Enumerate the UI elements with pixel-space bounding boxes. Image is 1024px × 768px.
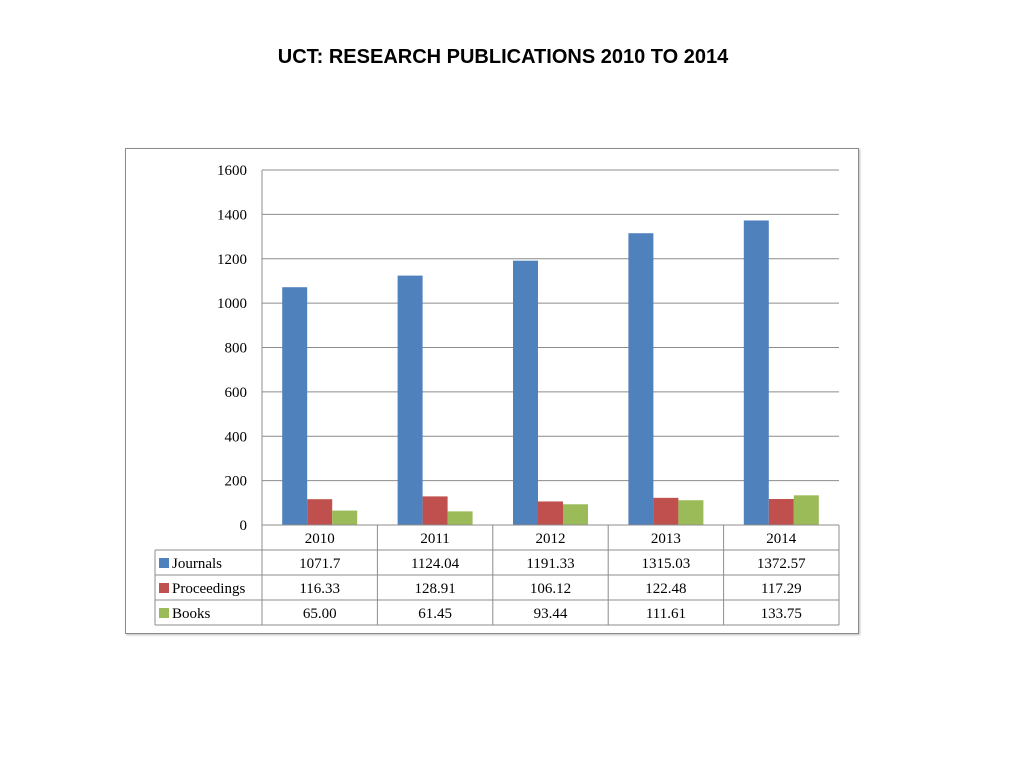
y-tick-label: 1600 [217, 163, 247, 179]
data-label: 1372.57 [757, 556, 806, 572]
page-title: UCT: RESEARCH PUBLICATIONS 2010 TO 2014 [277, 46, 729, 68]
y-tick-label: 600 [225, 385, 248, 401]
y-tick-label: 0 [240, 518, 248, 534]
legend-swatch-books [159, 608, 169, 618]
legend-swatch-journals [159, 558, 169, 568]
legend-swatch-proceedings [159, 583, 169, 593]
x-category-label: 2013 [651, 531, 681, 547]
data-label: 111.61 [646, 606, 686, 622]
y-tick-label: 1200 [217, 252, 247, 268]
bar-books-2011 [447, 511, 473, 525]
data-label: 122.48 [645, 581, 686, 597]
bar-books-2010 [332, 510, 358, 525]
bar-proceedings-2010 [307, 499, 333, 525]
data-label: 93.44 [534, 606, 568, 622]
legend-label-proceedings: Proceedings [172, 581, 245, 597]
bar-proceedings-2013 [653, 497, 679, 525]
data-label: 61.45 [418, 606, 452, 622]
chart-container: 0 200 400 600 800 1000 1200 1400 1600 2010 2011 201… [125, 148, 859, 634]
y-tick-label: 1000 [217, 296, 247, 312]
bar-books-2014 [793, 495, 819, 525]
legend-label-journals: Journals [172, 556, 222, 572]
x-category-label: 2014 [766, 531, 797, 547]
x-category-label: 2012 [536, 531, 566, 547]
y-tick-label: 800 [225, 341, 248, 357]
legend-label-books: Books [172, 606, 211, 622]
data-label: 1124.04 [411, 556, 460, 572]
bar-chart: 0 200 400 600 800 1000 1200 1400 1600 2010 2011 201… [154, 163, 840, 626]
bar-proceedings-2014 [768, 498, 794, 525]
x-category-label: 2011 [420, 531, 449, 547]
data-label: 1191.33 [526, 556, 574, 572]
bar-journals-2012 [513, 260, 538, 525]
y-tick-label: 400 [225, 429, 248, 445]
y-tick-label: 1400 [217, 207, 247, 223]
data-label: 116.33 [299, 581, 340, 597]
data-label: 128.91 [414, 581, 455, 597]
bar-journals-2013 [628, 233, 654, 525]
bar-proceedings-2011 [422, 496, 448, 525]
data-label: 133.75 [761, 606, 802, 622]
bar-journals-2011 [397, 275, 423, 525]
data-label: 117.29 [761, 581, 802, 597]
bar-journals-2014 [743, 220, 769, 525]
bar-proceedings-2012 [538, 501, 563, 525]
data-label: 1071.7 [299, 556, 341, 572]
data-label: 65.00 [303, 606, 337, 622]
bar-books-2013 [678, 500, 704, 525]
y-tick-label: 200 [225, 474, 248, 490]
x-category-label: 2010 [305, 531, 335, 547]
bar-journals-2010 [282, 287, 308, 525]
data-label: 106.12 [530, 581, 571, 597]
bar-books-2012 [563, 504, 588, 525]
data-label: 1315.03 [642, 556, 691, 572]
